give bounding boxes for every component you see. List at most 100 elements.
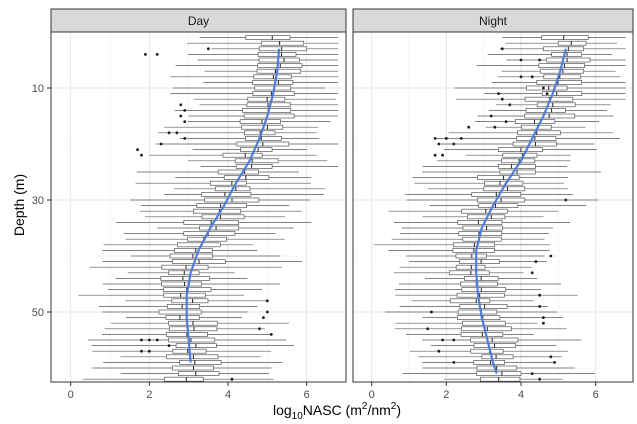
outlier-point xyxy=(542,321,545,325)
box xyxy=(470,348,504,354)
box xyxy=(169,253,213,259)
box xyxy=(473,360,505,365)
outlier-point xyxy=(504,120,508,123)
box xyxy=(253,74,292,80)
box xyxy=(512,141,557,147)
x-tick-label: 6 xyxy=(304,389,310,401)
box xyxy=(158,309,202,315)
outlier-point xyxy=(534,260,538,263)
outlier-point xyxy=(206,47,210,51)
outlier-point xyxy=(144,53,147,56)
box xyxy=(160,276,211,281)
box xyxy=(478,203,519,208)
outlier-point xyxy=(155,53,159,56)
outlier-point xyxy=(167,344,171,347)
box xyxy=(543,74,581,80)
box xyxy=(536,80,583,85)
outlier-point xyxy=(542,316,545,319)
box xyxy=(470,337,519,343)
box xyxy=(502,152,538,158)
box xyxy=(242,108,292,113)
box xyxy=(174,248,213,253)
outlier-point xyxy=(441,338,444,342)
outliers xyxy=(136,47,273,381)
box xyxy=(524,113,576,119)
x-tick-label: 6 xyxy=(593,389,599,401)
box xyxy=(455,264,486,270)
outlier-point xyxy=(549,254,553,258)
outlier-point xyxy=(230,377,234,381)
outlier-point xyxy=(167,131,171,135)
box xyxy=(517,130,561,136)
box xyxy=(477,175,520,180)
y-tick-label: 10 xyxy=(32,83,44,95)
box xyxy=(252,80,294,85)
outlier-point xyxy=(452,338,456,342)
y-tick-label: 30 xyxy=(32,195,44,207)
outlier-point xyxy=(459,137,463,140)
box xyxy=(498,147,543,152)
x-tick-label: 0 xyxy=(68,389,74,401)
outlier-point xyxy=(538,293,542,297)
outlier-point xyxy=(530,372,534,375)
outlier-point xyxy=(147,338,151,342)
outlier-point xyxy=(519,58,523,62)
box xyxy=(516,136,557,141)
outlier-point xyxy=(519,75,523,79)
box xyxy=(234,158,279,164)
box xyxy=(557,40,587,46)
box xyxy=(172,365,214,371)
box xyxy=(246,102,291,108)
box xyxy=(536,102,576,108)
outlier-point xyxy=(545,92,549,95)
outlier-point xyxy=(467,125,471,129)
outlier-point xyxy=(549,355,553,359)
y-axis-title-group: Depth (m) xyxy=(11,174,27,236)
outlier-point xyxy=(175,131,179,135)
outlier-point xyxy=(265,310,269,314)
box xyxy=(456,292,505,298)
box xyxy=(501,158,536,164)
box xyxy=(484,180,524,186)
box xyxy=(165,315,200,320)
outlier-point xyxy=(530,271,534,275)
box xyxy=(254,85,292,91)
box xyxy=(201,192,252,197)
box xyxy=(543,46,584,52)
outlier-point xyxy=(155,338,159,342)
box xyxy=(457,315,501,320)
outlier-point xyxy=(183,120,187,123)
box xyxy=(258,46,308,52)
outlier-point xyxy=(452,361,456,364)
box xyxy=(545,57,591,63)
outlier-point xyxy=(426,327,430,331)
box xyxy=(196,203,247,208)
panel-border xyxy=(352,31,634,383)
box xyxy=(461,287,507,292)
box xyxy=(177,242,221,248)
box xyxy=(459,304,508,309)
box xyxy=(476,371,522,376)
x-axis-title-base: log xyxy=(273,402,292,418)
box xyxy=(164,376,204,382)
box xyxy=(526,85,568,91)
x-axis-title-superscript-1: 2 xyxy=(362,401,368,412)
box xyxy=(217,169,260,175)
box xyxy=(499,169,536,175)
y-tick-label: 50 xyxy=(32,307,44,319)
smooth-trend-line xyxy=(475,48,567,374)
outlier-point xyxy=(452,142,456,146)
x-tick-label: 2 xyxy=(146,389,152,401)
box xyxy=(459,259,500,264)
outlier-point xyxy=(433,137,437,140)
outlier-point xyxy=(433,153,437,157)
box xyxy=(161,281,203,287)
box xyxy=(260,40,305,46)
y-axis-ticks: 10 30 50 xyxy=(32,83,51,319)
outlier-point xyxy=(538,58,542,62)
box xyxy=(479,376,521,382)
box xyxy=(481,354,514,360)
outlier-point xyxy=(430,310,433,314)
box xyxy=(223,175,270,180)
